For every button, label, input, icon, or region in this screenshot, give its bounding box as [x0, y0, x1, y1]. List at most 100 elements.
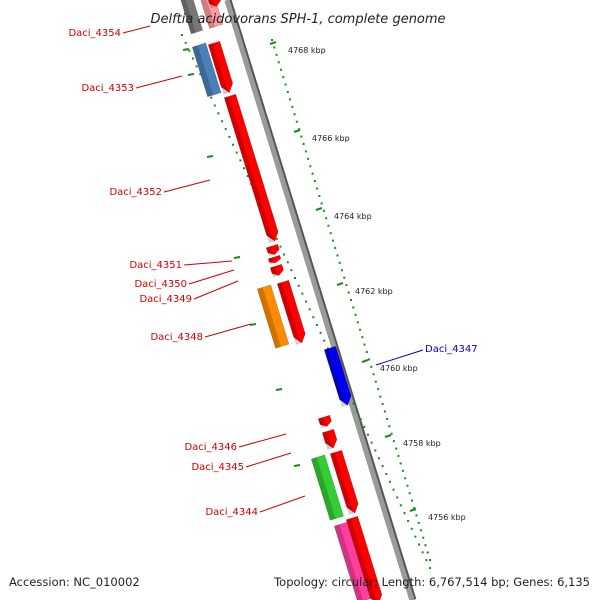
leader-line [188, 269, 235, 285]
outer-ring-dot [300, 135, 303, 138]
inner-ring-dot [228, 135, 231, 138]
inner-ring-dot [418, 543, 421, 546]
inner-ring-dot [370, 441, 373, 444]
outer-ring-dot [316, 187, 319, 190]
outer-ring-dot [392, 440, 395, 443]
gene-arrow-Daci_4348-shade [277, 282, 301, 345]
inner-ring-dot [374, 449, 377, 452]
gene-label[interactable]: Daci_4354 [68, 28, 121, 39]
outer-ring-dot [334, 247, 337, 249]
cog-box-Daci_4344 [310, 454, 344, 521]
inner-ring-dot [297, 284, 300, 287]
gene-label[interactable]: Daci_4352 [109, 187, 162, 198]
outer-ring-dot [372, 373, 375, 376]
outer-ring-dot [419, 529, 422, 532]
gene-arrow-Daci_4347-shade [324, 348, 347, 408]
gene-arrow-Daci_4350 [267, 254, 282, 264]
gene-arrow-Daci_4353 [207, 40, 234, 94]
inner-ring-dot [279, 245, 282, 248]
inner-ring-dot [312, 316, 315, 319]
gene-arrow-Daci_4351 [265, 243, 280, 255]
gene-label[interactable]: Daci_4346 [184, 442, 237, 453]
outer-ring-dot [377, 388, 380, 391]
gene-arrow-Daci_4347 [323, 345, 352, 406]
gene-label[interactable]: Daci_4353 [81, 83, 134, 94]
inner-ring-dot [410, 527, 413, 530]
gene-label[interactable]: Daci_4351 [129, 260, 182, 271]
tick-mark [409, 508, 417, 512]
gene-arrows [207, 0, 383, 600]
outer-ring-dot [381, 403, 384, 405]
inner-ring-dot [243, 167, 245, 170]
outer-ring-dot [338, 261, 341, 264]
inner-ring-dot [388, 480, 391, 483]
inner-ring-dot [356, 410, 359, 413]
outer-ring-dot [295, 120, 298, 123]
inner-ring-dot [403, 512, 406, 515]
inner-ring-dot [217, 112, 220, 115]
gene-arrow-Daci_4353-shade [208, 43, 229, 95]
gene-arrow-Daci_4344-shade [330, 452, 354, 515]
outer-ring-dot [395, 447, 398, 450]
tick-label: 4768 kbp [288, 46, 326, 55]
gene-arrow-Daci_4349-shade [270, 266, 278, 278]
outer-ring-dot [347, 291, 350, 294]
gene-label[interactable]: Daci_4349 [139, 294, 192, 305]
inner-ring-dot [315, 324, 318, 327]
inner-ring-dot [429, 567, 431, 569]
cog-box-Daci_4353-shade [192, 45, 213, 97]
outer-ring-dot [309, 165, 312, 168]
outer-ring-dot [401, 469, 404, 472]
leader-line [122, 25, 151, 34]
outer-ring-dot [345, 284, 348, 287]
outer-ring-dot [271, 39, 273, 41]
inner-ring-dot [323, 339, 326, 342]
tick-label: 4764 kbp [334, 212, 372, 221]
map-title: Delftia acidovorans SPH-1, complete geno… [150, 12, 445, 27]
leader-line [259, 495, 306, 513]
outer-ring-dot [359, 328, 362, 331]
gene-arrow-Daci_4346 [317, 414, 332, 427]
tick-mark [269, 41, 277, 45]
inner-ring-dot [352, 402, 355, 405]
inner-ring-dot [275, 237, 278, 240]
inner-ring-dot [294, 276, 297, 279]
outer-ring-dot [277, 61, 280, 64]
cog-box-Daci_4344-shade [311, 457, 336, 521]
gene-arrow-Daci_4354 [207, 0, 222, 7]
gene-label[interactable]: Daci_4350 [134, 279, 187, 290]
backbone-line [224, 0, 415, 600]
inner-ring-dot [195, 65, 198, 68]
inner-ring-dot [399, 504, 402, 507]
outer-ring-dot [350, 299, 352, 301]
gene-label[interactable]: Daci_4344 [205, 507, 258, 518]
outer-ring-dot [331, 239, 334, 242]
outer-ring-dot [293, 113, 296, 116]
gene-labels: Daci_4354 Daci_4353 Daci_4352 Daci_4351 Daci… [68, 25, 478, 518]
tick-mark [384, 434, 392, 438]
outer-ring-dot [329, 232, 332, 235]
outer-ring-dot [327, 224, 330, 227]
outer-ring-dot [289, 98, 292, 101]
tick-mark [293, 129, 301, 133]
topology-summary: Topology: circular; Length: 6,767,514 bp… [273, 575, 590, 589]
inner-ring-dot [407, 519, 410, 522]
inner-ring-dot [232, 143, 235, 146]
tick-label: 4760 kbp [380, 364, 418, 373]
outer-ring-dot [426, 551, 429, 554]
gene-label[interactable]: Daci_4345 [191, 462, 244, 473]
gene-arrow-Daci_4345-shade [322, 431, 333, 450]
gene-arrow-Daci_4344 [329, 449, 359, 514]
gene-label[interactable]: Daci_4348 [150, 332, 203, 343]
cog-box-Daci_4354 [200, 0, 224, 29]
inner-ring-dot [191, 57, 194, 60]
tick-mark [315, 207, 323, 211]
inner-tick [182, 48, 190, 51]
outer-ring-dot [383, 410, 386, 413]
inner-ring-dot [326, 347, 329, 350]
gene-arrow-Daci_4350-shade [268, 257, 275, 265]
outer-ring-dot [322, 209, 325, 212]
gene-arrow-Daci_4352 [223, 93, 279, 242]
gene-label[interactable]: Daci_4347 [425, 344, 478, 355]
leader-line [163, 179, 211, 193]
